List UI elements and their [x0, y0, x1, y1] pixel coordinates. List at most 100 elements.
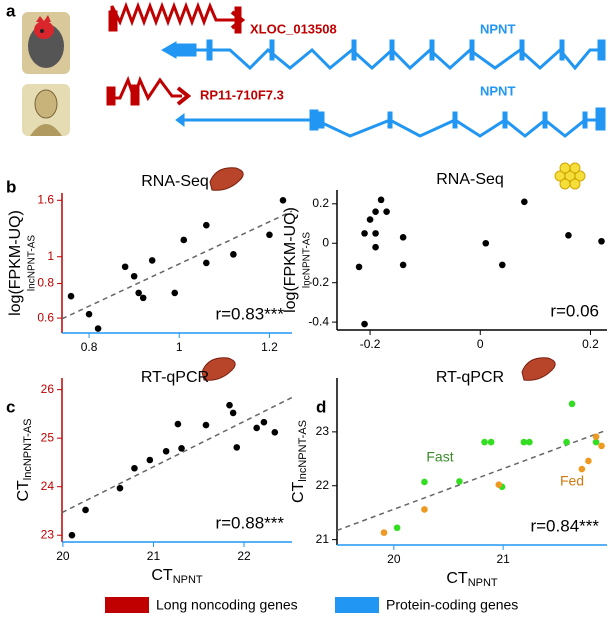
x-axis-label: CTNPNT: [446, 570, 498, 589]
chicken-icon: [22, 12, 70, 74]
y-tick-label: 1: [47, 249, 54, 263]
y-axis-label-main: CT: [290, 481, 307, 503]
y-tick-label: -0.4: [308, 314, 329, 328]
point: [481, 438, 488, 446]
point: [233, 444, 241, 451]
legend-swatch: [105, 597, 149, 613]
point: [598, 442, 605, 450]
point: [361, 320, 368, 328]
y-tick-label: 23: [316, 424, 330, 438]
point: [565, 232, 572, 239]
point: [82, 506, 89, 514]
y-tick-label: 25: [41, 430, 55, 444]
point: [260, 418, 268, 426]
y-tick-label: 26: [41, 382, 55, 396]
point: [180, 236, 188, 244]
gene-name: NPNT: [480, 21, 515, 36]
point: [266, 231, 273, 239]
x-tick-label: 0.8: [81, 340, 98, 354]
x-axis-label-main: CT: [151, 567, 173, 584]
gene-name: RP11-710F7.3: [200, 87, 284, 102]
trend-line: [61, 210, 293, 320]
x-axis-label-main: CT: [446, 570, 468, 587]
chart-title: RT-qPCR: [436, 369, 504, 386]
point: [377, 196, 385, 204]
point: [203, 221, 210, 229]
series-label: Fast: [426, 449, 453, 465]
x-tick-label: 20: [387, 552, 401, 566]
y-axis-label-sub: lncNPNT-AS: [27, 235, 38, 291]
point: [178, 445, 185, 452]
x-tick-label: 1: [176, 340, 183, 354]
point: [421, 506, 428, 513]
point: [355, 263, 363, 271]
series-label: Fed: [560, 473, 584, 489]
annotation: r=0.83***: [215, 304, 284, 323]
y-axis-label: CTlncNPNT-AS: [15, 418, 34, 501]
coding-gene-chicken: [160, 39, 606, 71]
x-axis-label-sub: NPNT: [173, 574, 203, 586]
gene-name: XLOC_013508: [250, 21, 337, 36]
point: [487, 438, 495, 446]
point: [521, 198, 528, 206]
x-tick-label: 22: [237, 549, 251, 563]
chart-title: RNA-Seq: [436, 171, 504, 188]
x-axis-label-sub: NPNT: [468, 577, 498, 589]
y-tick-label: 0.8: [37, 276, 54, 290]
y-axis-label: CTlncNPNT-AS: [290, 420, 309, 503]
y-axis-label-sub: lncNPNT-AS: [302, 232, 313, 288]
y-tick-label: 0.2: [312, 196, 329, 210]
point: [171, 289, 179, 297]
point: [399, 234, 407, 241]
point: [592, 438, 600, 446]
point: [563, 438, 570, 446]
point: [456, 478, 463, 485]
x-axis-label: CTNPNT: [151, 567, 203, 586]
annotation: r=0.88***: [215, 513, 284, 532]
point: [578, 465, 586, 473]
point: [372, 230, 379, 237]
point: [121, 263, 129, 271]
point: [399, 261, 407, 269]
point: [366, 216, 374, 223]
y-tick-label: 23: [41, 527, 55, 541]
legend-label: Long noncoding genes: [156, 597, 298, 613]
lnc-gene-human: [106, 75, 192, 106]
point: [203, 259, 210, 267]
panel-label: d: [316, 397, 326, 416]
point: [271, 429, 279, 436]
point: [393, 524, 401, 532]
point: [383, 208, 390, 215]
point: [568, 400, 576, 408]
point: [68, 531, 76, 539]
chart-title: RNA-Seq: [141, 173, 209, 190]
panel-label: a: [6, 1, 16, 20]
point: [135, 289, 142, 297]
panel-label: b: [6, 177, 16, 196]
point: [279, 196, 287, 204]
x-tick-label: 20: [56, 549, 70, 563]
y-axis-label: log(FPKM-UQ): [7, 210, 24, 316]
legend-label: Protein-coding genes: [386, 597, 518, 613]
point: [598, 237, 605, 245]
lnc-gene-chicken: [108, 1, 246, 34]
point: [253, 424, 260, 432]
x-tick-label: 21: [496, 552, 510, 566]
y-axis-label-sub: lncNPNT-AS: [22, 418, 34, 480]
coding-gene-human: [175, 107, 606, 138]
point: [139, 294, 147, 302]
point: [592, 433, 600, 441]
y-tick-label: 24: [41, 479, 55, 493]
point: [482, 239, 490, 247]
corn-icon: [554, 162, 586, 190]
annotation: r=0.06: [550, 301, 599, 320]
legend-swatch: [335, 597, 379, 613]
y-tick-label: 21: [316, 532, 330, 546]
point: [174, 420, 182, 428]
point: [202, 421, 210, 429]
point: [495, 481, 503, 488]
point: [421, 478, 428, 486]
panel-label: c: [6, 397, 15, 416]
x-tick-label: -0.2: [360, 337, 381, 351]
